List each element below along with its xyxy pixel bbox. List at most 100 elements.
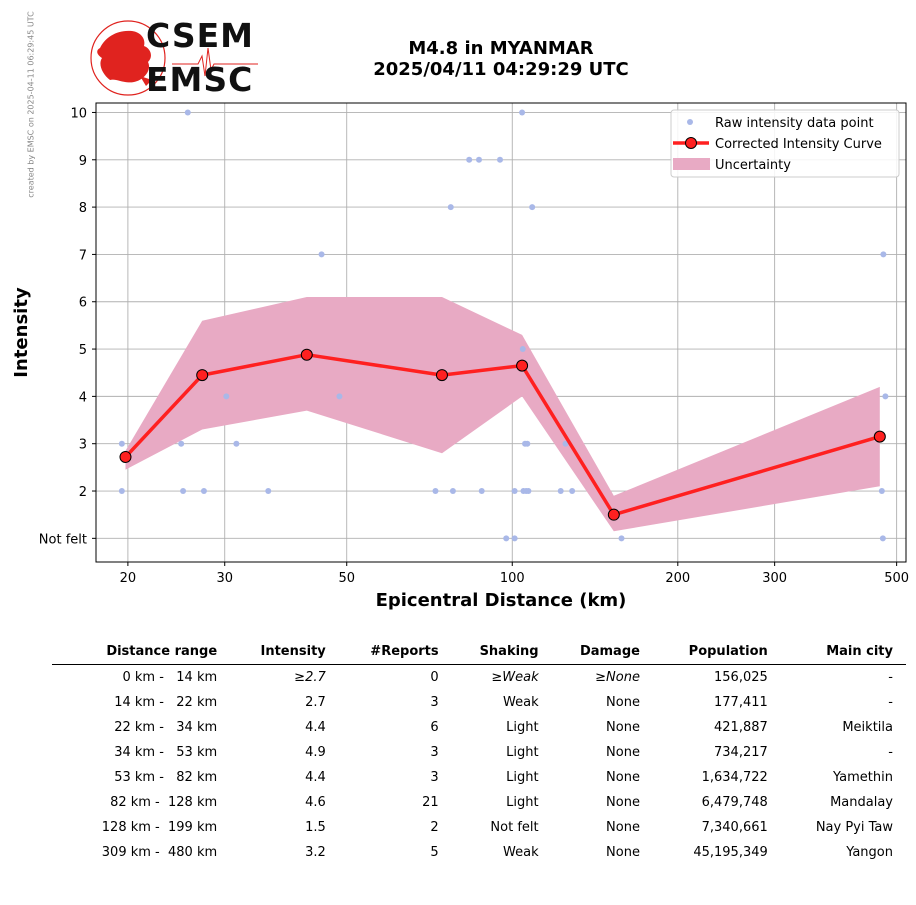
raw-data-point <box>447 204 454 211</box>
table-body: 0 km - 14 km ≥2.7 0 ≥Weak ≥None 156,025 - 14 km… <box>52 665 906 866</box>
logo-graphic <box>90 20 258 96</box>
table-cell: 0 km - 14 km <box>122 670 218 685</box>
y-axis-label: Intensity <box>11 287 32 378</box>
uncertainty-band-group <box>125 297 880 532</box>
table-cell: 1,634,722 <box>701 770 768 785</box>
table-cell: None <box>606 695 640 710</box>
raw-data-point <box>879 535 886 542</box>
legend-curve-marker <box>685 137 697 149</box>
table-cell: Not felt <box>490 820 539 835</box>
curve-point <box>435 369 448 382</box>
column-header: Main city <box>780 642 906 665</box>
chart-title: M4.8 in MYANMAR 2025/04/11 04:29:29 UTC <box>300 38 702 80</box>
table-row: 22 km - 34 km 4.4 6 Light None 421,887 Meiktil… <box>52 715 906 740</box>
x-axis-label: Epicentral Distance (km) <box>376 590 627 611</box>
raw-data-point <box>449 488 456 495</box>
table-cell: 3.2 <box>305 845 326 860</box>
raw-data-point <box>223 393 230 400</box>
table-cell: 156,025 <box>714 670 768 685</box>
y-tick-label: 7 <box>79 248 87 263</box>
table-row: 128 km - 199 km 1.5 2 Not felt None 7,340,661… <box>52 815 906 840</box>
y-tick-label: 4 <box>79 390 87 405</box>
table-cell: 177,411 <box>714 695 768 710</box>
table-cell: None <box>606 820 640 835</box>
table-cell: None <box>606 770 640 785</box>
raw-data-point <box>432 488 439 495</box>
column-header: #Reports <box>338 642 452 665</box>
table-cell: ≥Weak <box>491 670 539 685</box>
column-header: Shaking <box>451 642 552 665</box>
raw-data-point <box>519 346 526 353</box>
plot-frame <box>95 102 907 563</box>
raw-data-point <box>318 251 325 258</box>
logo-text-csem: CSEM <box>146 16 254 55</box>
intensity-table: Distance range Intensity #Reports Shaking Da… <box>52 642 906 865</box>
table-cell: 21 <box>422 795 439 810</box>
raw-points-group <box>118 109 889 542</box>
y-tick-label: Not felt <box>39 532 87 547</box>
legend-label-uncertainty: Uncertainty <box>715 158 791 173</box>
y-tick-label: 5 <box>79 343 87 358</box>
raw-data-point <box>878 488 885 495</box>
table-cell: None <box>606 745 640 760</box>
table-cell: 34 km - 53 km <box>114 745 218 760</box>
table-cell: 3 <box>430 770 439 785</box>
raw-data-point <box>200 488 207 495</box>
table-cell: Yangon <box>846 845 893 860</box>
table-cell: Light <box>506 795 539 810</box>
raw-data-point <box>511 488 518 495</box>
table-cell: ≥None <box>595 670 640 685</box>
table-cell: - <box>888 745 893 760</box>
y-tick-label: 8 <box>79 201 87 216</box>
y-tick-label: 10 <box>70 106 87 121</box>
table-cell: Nay Pyi Taw <box>815 820 893 835</box>
table-cell: 53 km - 82 km <box>114 770 218 785</box>
y-tick-label: 6 <box>79 296 87 311</box>
table-cell: 309 km - 480 km <box>101 845 218 860</box>
curve-point <box>119 450 132 463</box>
table-row: 0 km - 14 km ≥2.7 0 ≥Weak ≥None 156,025 - <box>52 665 906 691</box>
table-cell: Mandalay <box>830 795 893 810</box>
curve-point <box>300 348 313 361</box>
raw-data-point <box>184 109 191 116</box>
table-cell: 4.4 <box>305 720 326 735</box>
raw-data-point <box>569 488 576 495</box>
raw-data-point <box>178 440 185 447</box>
raw-data-point <box>562 440 569 447</box>
raw-data-point <box>511 535 518 542</box>
table-cell: 6 <box>430 720 439 735</box>
raw-data-point <box>525 488 532 495</box>
table-cell: 4.6 <box>305 795 326 810</box>
table-cell: Yamethin <box>833 770 893 785</box>
table-cell: Meiktila <box>842 720 893 735</box>
table-cell: 2.7 <box>305 695 326 710</box>
raw-data-point <box>497 156 504 163</box>
table-cell: 4.9 <box>305 745 326 760</box>
table-cell: 0 <box>430 670 439 685</box>
raw-data-point <box>519 109 526 116</box>
y-tick-label: 2 <box>79 485 87 500</box>
x-tick-label: 100 <box>500 571 525 586</box>
x-tick-label: 300 <box>762 571 787 586</box>
legend-box <box>670 109 900 178</box>
logo-text-emsc: EMSC <box>146 60 254 99</box>
table-row: 82 km - 128 km 4.6 21 Light None 6,479,748 Man… <box>52 790 906 815</box>
table-cell: ≥2.7 <box>294 670 326 685</box>
raw-data-point <box>118 440 125 447</box>
column-header: Population <box>652 642 781 665</box>
x-tick-label: 500 <box>884 571 909 586</box>
curve-point <box>196 369 209 382</box>
raw-data-point <box>618 535 625 542</box>
uncertainty-band <box>125 297 880 532</box>
title-line-2: 2025/04/11 04:29:29 UTC <box>373 59 629 80</box>
table-cell: Weak <box>503 845 539 860</box>
table-cell: None <box>606 795 640 810</box>
table-cell: 1.5 <box>305 820 326 835</box>
table-cell: 4.4 <box>305 770 326 785</box>
table-row: 53 km - 82 km 4.4 3 Light None 1,634,722 Yamet… <box>52 765 906 790</box>
curve-group <box>119 348 886 521</box>
table-cell: 82 km - 128 km <box>110 795 218 810</box>
table-cell: 14 km - 22 km <box>114 695 218 710</box>
table-cell: 5 <box>430 845 439 860</box>
legend-label-raw: Raw intensity data point <box>715 116 874 131</box>
